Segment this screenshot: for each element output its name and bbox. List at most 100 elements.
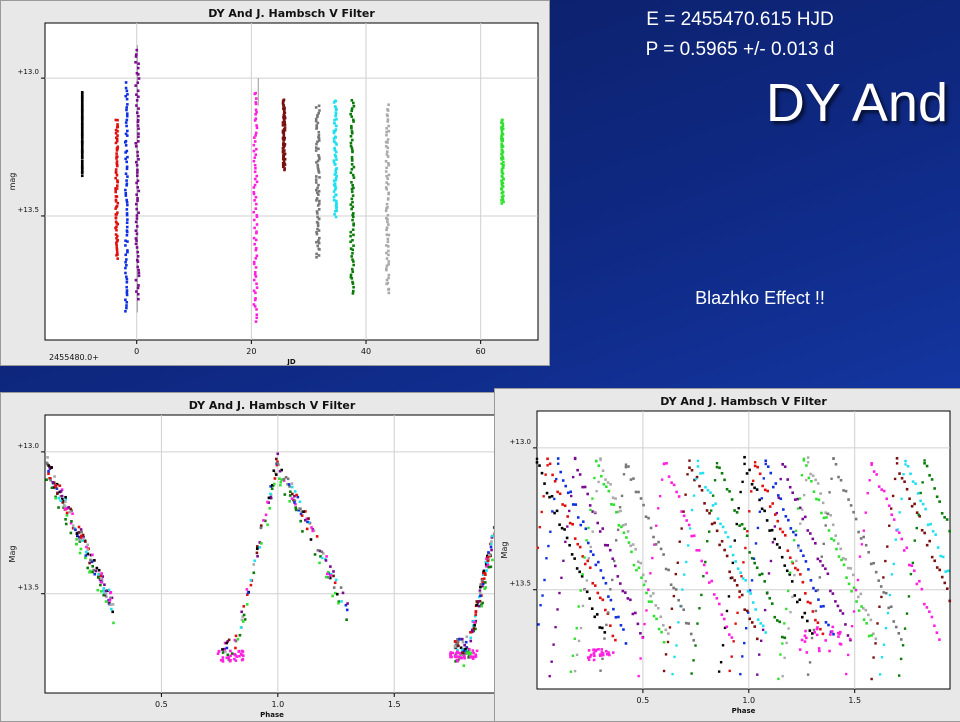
data-point [725,625,729,629]
data-point [682,608,685,612]
data-point [887,606,891,610]
data-point [660,630,663,634]
data-point [905,487,909,491]
data-point [137,114,140,118]
data-point [455,658,459,662]
data-point [487,553,491,557]
data-point [280,478,283,482]
data-point [253,177,257,181]
data-point [252,159,256,163]
data-point [61,497,64,501]
data-point [611,496,615,500]
data-point [892,620,896,623]
data-point [919,491,922,495]
data-point [598,654,602,657]
data-point [475,603,478,607]
data-point [80,123,84,127]
data-point [109,596,112,600]
data-point [276,452,280,456]
data-point [56,492,59,495]
data-point [350,138,354,142]
data-point [636,560,640,564]
data-point [674,588,678,591]
data-point [500,149,504,152]
data-point [477,604,481,608]
data-point [854,588,858,592]
data-point [605,485,608,488]
data-point [601,653,605,657]
data-point [850,589,853,593]
data-point [254,113,257,116]
data-point [80,125,84,128]
data-point [97,573,100,576]
data-point [480,579,484,582]
data-point [715,462,719,465]
data-point [736,567,740,570]
data-point [718,466,721,470]
data-point [116,145,120,149]
data-point [116,238,120,242]
data-point [286,477,290,481]
data-point [672,586,675,590]
data-point [651,556,654,560]
data-point [135,93,138,96]
data-point [137,297,140,301]
data-point [134,145,138,148]
data-point [822,604,825,608]
data-point [664,653,668,656]
data-point [341,591,345,595]
data-point [125,179,128,182]
data-point [254,195,258,199]
data-point [242,620,245,623]
data-point [456,650,459,654]
data-point [64,500,67,503]
data-point [314,175,318,178]
data-point [97,568,101,572]
data-point [911,561,915,565]
data-point [125,213,129,217]
data-point [315,230,318,234]
data-point [252,571,256,575]
data-point [349,234,352,238]
data-point [585,579,589,582]
data-point [826,512,829,516]
data-point [619,509,622,513]
data-point [914,482,917,485]
data-point [598,626,602,629]
data-point [75,533,79,537]
data-point [836,604,840,608]
data-point [500,199,503,202]
data-point [909,572,913,576]
data-point [925,464,929,468]
data-point [317,217,321,221]
data-point [868,479,871,482]
data-point [255,124,258,127]
data-point [866,491,869,495]
data-point [859,592,863,596]
data-point [339,586,343,589]
data-point [631,612,635,616]
data-point [585,590,589,594]
data-point [540,510,543,514]
data-point [314,146,318,149]
data-point [385,244,388,247]
data-point [454,640,457,643]
data-point [386,240,390,244]
data-point [779,653,782,656]
data-point [690,468,694,472]
data-point [116,118,119,122]
data-point [553,479,557,483]
data-point [253,163,257,167]
data-point [266,500,269,504]
data-point [803,640,807,643]
data-point [255,174,259,178]
data-point [125,230,129,234]
data-point [789,610,792,614]
data-point [124,253,128,257]
data-point [593,476,596,480]
data-point [480,603,483,607]
data-point [115,251,119,254]
data-point [252,210,256,214]
data-point [137,77,141,80]
data-point [256,545,259,548]
